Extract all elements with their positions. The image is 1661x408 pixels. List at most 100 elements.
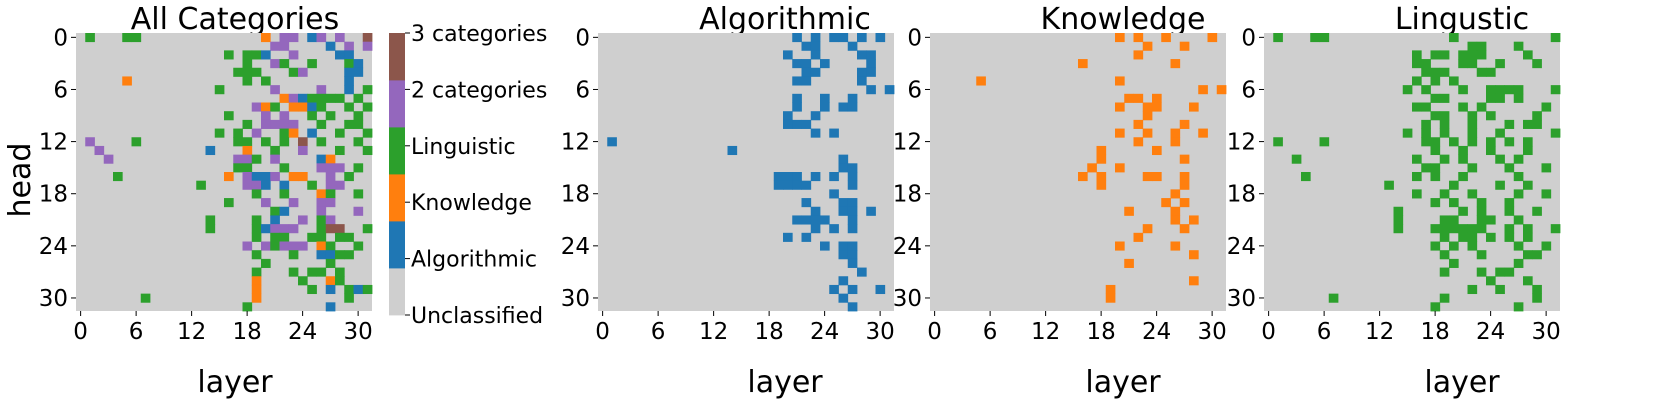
heatmap-cell	[1476, 267, 1487, 277]
y-tick-label: 24	[561, 234, 590, 260]
heatmap-cell	[1170, 215, 1181, 225]
heatmap-cell	[261, 119, 271, 129]
heatmap-cell	[288, 224, 299, 234]
x-tick-label: 6	[129, 319, 144, 345]
y-tick-label: 30	[893, 286, 922, 312]
heatmap-cell	[261, 258, 271, 268]
colorbar-segment	[389, 174, 405, 222]
colorbar-segment	[389, 221, 405, 269]
heatmap-cell	[251, 293, 262, 303]
y-tick-label: 24	[893, 234, 922, 260]
heatmap-cell	[242, 59, 253, 69]
heatmap-cell	[298, 102, 308, 112]
heatmap-cell	[1458, 232, 1468, 242]
heatmap-cell	[1458, 102, 1468, 112]
heatmap-cell	[270, 215, 280, 225]
heatmap-cell	[1486, 137, 1496, 147]
heatmap-cell	[279, 128, 290, 138]
heatmap-cell	[325, 163, 336, 173]
x-axis-label: layer	[197, 365, 273, 400]
heatmap-cell	[307, 232, 317, 242]
y-tick-label: 6	[53, 77, 68, 103]
x-tick-label: 6	[1317, 319, 1332, 345]
heatmap-cell	[270, 59, 280, 69]
heatmap-cell	[1449, 258, 1459, 268]
heatmap-cell	[307, 33, 317, 43]
y-tick-label: 12	[39, 130, 68, 156]
heatmap-cell	[866, 59, 876, 69]
heatmap-cell	[1495, 154, 1505, 164]
heatmap-cell	[1476, 206, 1487, 216]
heatmap-cell	[288, 241, 299, 251]
heatmap-cell	[810, 67, 821, 77]
heatmap-cell	[801, 119, 812, 129]
heatmap-cell	[261, 102, 271, 112]
heatmap-cell	[288, 128, 299, 138]
heatmap-cell	[1467, 59, 1478, 69]
x-tick-label: 0	[927, 319, 942, 345]
heatmap-cell	[335, 224, 345, 234]
heatmap-cell	[270, 102, 280, 112]
heatmap-cell	[792, 215, 802, 225]
heatmap-cell	[1532, 250, 1542, 260]
x-axis-label: layer	[1424, 365, 1500, 400]
heatmap-cell	[214, 128, 225, 138]
heatmap-cell	[1152, 172, 1162, 182]
heatmap-cell	[1550, 128, 1561, 138]
panel-title: Knowledge	[1041, 2, 1206, 37]
heatmap-cell	[1105, 293, 1116, 303]
heatmap-cell	[251, 67, 262, 77]
heatmap-cell	[335, 93, 345, 103]
heatmap-cell	[261, 76, 271, 86]
heatmap-cell	[857, 267, 867, 277]
heatmap-cell	[1133, 119, 1144, 129]
y-tick-label: 30	[1227, 286, 1256, 312]
heatmap-cell	[362, 85, 373, 95]
heatmap-cell	[316, 119, 327, 129]
heatmap-cell	[1078, 172, 1088, 182]
heatmap-cell	[279, 241, 290, 251]
heatmap-cell	[1495, 85, 1505, 95]
heatmap-cell	[242, 119, 253, 129]
heatmap-cell	[325, 276, 336, 286]
heatmap-cell	[233, 154, 243, 164]
heatmap-cell	[1412, 76, 1422, 86]
heatmap-cell	[242, 50, 253, 60]
heatmap-cell	[838, 276, 849, 286]
heatmap-cell	[1467, 50, 1478, 60]
heatmap-cell	[1449, 215, 1459, 225]
heatmap-cell	[1476, 215, 1487, 225]
heatmap-cell	[1430, 302, 1441, 312]
heatmap-cell	[353, 67, 364, 77]
x-tick-label: 18	[232, 319, 261, 345]
heatmap-cell	[335, 145, 345, 156]
heatmap-cell	[242, 172, 253, 182]
heatmap-cell	[261, 180, 271, 190]
heatmap-cell	[298, 67, 308, 77]
heatmap-cell	[1523, 50, 1533, 60]
heatmap-cell	[1458, 154, 1468, 164]
x-tick-label: 12	[1031, 319, 1060, 345]
heatmap-cell	[1133, 33, 1144, 43]
heatmap-cell	[847, 258, 858, 268]
heatmap-cell	[847, 180, 858, 190]
heatmap-cell	[801, 180, 812, 190]
heatmap-cell	[1495, 128, 1505, 138]
heatmap-cell	[1179, 41, 1190, 51]
heatmap-cell	[353, 189, 364, 199]
heatmap-cell	[205, 224, 216, 234]
y-tick-label: 0	[907, 25, 922, 51]
heatmap-cell	[1216, 85, 1227, 95]
heatmap-cell	[242, 137, 253, 147]
heatmap-cell	[362, 128, 373, 138]
heatmap-cell	[1458, 224, 1468, 234]
heatmap-cell	[261, 198, 271, 208]
y-axis-label: head	[3, 143, 38, 218]
heatmap-cell	[810, 50, 821, 60]
heatmap-cell	[325, 172, 336, 182]
heatmap-cell	[251, 189, 262, 199]
heatmap-cell	[1421, 59, 1431, 69]
heatmap-cell	[353, 284, 364, 295]
heatmap-cell	[325, 250, 336, 260]
heatmap-cell	[344, 293, 354, 303]
